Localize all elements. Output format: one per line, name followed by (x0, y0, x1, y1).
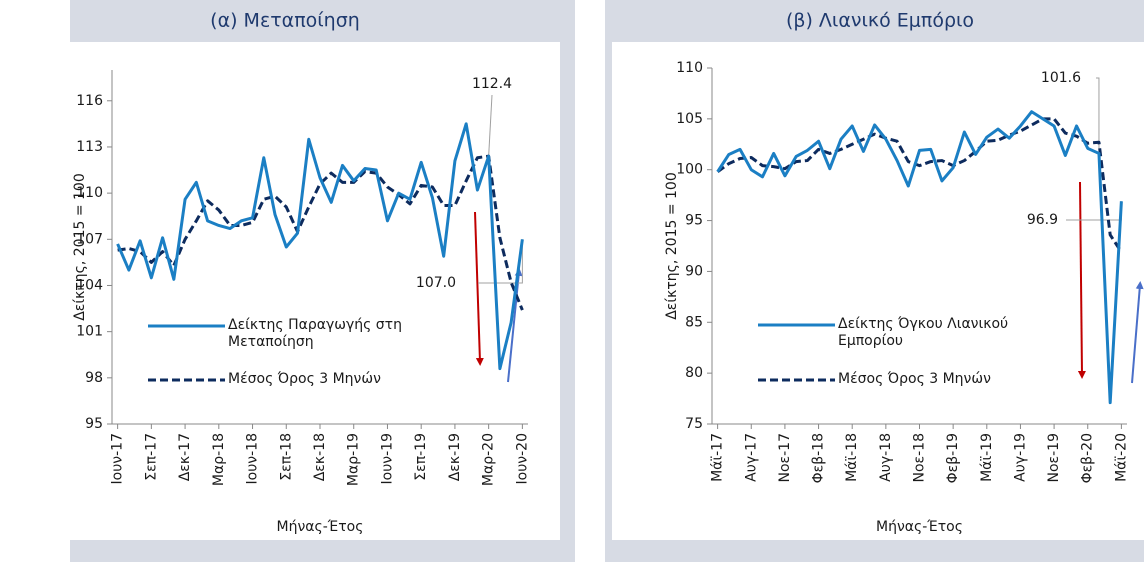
x-tick-label: Μάϊ-19 (979, 433, 995, 482)
y-axis-label: Δείκτης, 2015 = 100 (664, 172, 680, 320)
legend-entry: Μέσος Όρος 3 Μηνών (228, 371, 381, 387)
line-series (116, 122, 524, 371)
y-tick-label: 75 (685, 416, 703, 432)
annotation: 101.6 (1041, 70, 1081, 86)
x-tick-label: Μάϊ-20 (1113, 433, 1129, 482)
x-axis-label: Μήνας-Έτος (876, 519, 963, 535)
y-tick-label: 85 (685, 314, 703, 330)
y-tick-label: 110 (76, 185, 103, 201)
x-tick-label: Αυγ-17 (743, 433, 759, 482)
y-tick-label: 98 (85, 370, 103, 386)
x-tick-label: Ιουν-19 (379, 433, 395, 484)
legend-label: Μέσος Όρος 3 Μηνών (838, 371, 991, 387)
y-axis-label: Δείκτης, 2015 = 100 (72, 173, 88, 321)
y-tick-label: 100 (676, 162, 703, 178)
x-tick-label: Φεβ-19 (945, 433, 961, 483)
line-series (117, 154, 524, 311)
line-series (716, 117, 1123, 253)
x-tick-label: Μάϊ-17 (710, 433, 726, 482)
x-tick-label: Μαρ-18 (211, 433, 227, 486)
y-tick-label: 107 (76, 231, 103, 247)
legend-label: Δείκτης Όγκου Λιανικού Εμπορίου (838, 316, 1009, 349)
legend-label: Δείκτης Παραγωγής στη Μεταποίηση (228, 317, 402, 350)
y-tick-label: 104 (76, 277, 103, 293)
y-tick-label: 110 (676, 60, 703, 76)
legend-entry: Δείκτης Όγκου Λιανικού Εμπορίου (838, 316, 1009, 349)
chart-title: (β) Λιανικό Εμπόριο (786, 10, 974, 32)
y-tick-label: 101 (76, 324, 103, 340)
x-tick-label: Σεπ-17 (143, 433, 159, 481)
x-tick-label: Φεβ-20 (1080, 433, 1096, 483)
x-tick-label: Αυγ-18 (878, 433, 894, 482)
legend-entry: Μέσος Όρος 3 Μηνών (838, 371, 991, 387)
annotation-leader (488, 94, 493, 157)
y-tick-label: 95 (85, 416, 103, 432)
legend-entry: Δείκτης Παραγωγής στη Μεταποίηση (228, 317, 402, 350)
x-tick-label: Ιουν-20 (514, 433, 530, 484)
x-tick-label: Δεκ-18 (312, 433, 328, 481)
down-arrow (474, 211, 484, 366)
annotation: 107.0 (416, 275, 456, 291)
x-tick-label: Δεκ-19 (447, 433, 463, 481)
up-arrow (1131, 281, 1144, 384)
annotation-leader (478, 239, 523, 284)
y-tick-label: 95 (685, 213, 703, 229)
y-tick-label: 105 (676, 111, 703, 127)
x-tick-label: Σεπ-18 (278, 433, 294, 481)
y-tick-label: 90 (685, 263, 703, 279)
x-tick-label: Δεκ-17 (177, 433, 193, 481)
card (612, 42, 1144, 540)
x-tick-label: Αυγ-19 (1012, 433, 1028, 482)
x-tick-label: Νοε-19 (1046, 433, 1062, 482)
annotation: 112.4 (472, 76, 512, 92)
x-axis-label: Μήνας-Έτος (277, 519, 364, 535)
card (8, 42, 560, 540)
annotation: 96.9 (1027, 212, 1058, 228)
x-tick-label: Ιουν-17 (110, 433, 126, 484)
chart-title: (α) Μεταποίηση (210, 10, 360, 32)
up-arrow (507, 268, 523, 383)
annotation-leader (1096, 77, 1100, 154)
line-series (716, 110, 1123, 405)
x-tick-label: Μαρ-19 (346, 433, 362, 486)
y-tick-label: 113 (76, 139, 103, 155)
x-tick-label: Μαρ-20 (481, 433, 497, 486)
y-tick-label: 80 (685, 365, 703, 381)
x-tick-label: Μάϊ-18 (844, 433, 860, 482)
x-tick-label: Νοε-17 (777, 433, 793, 482)
down-arrow (1077, 181, 1086, 379)
x-tick-label: Φεβ-18 (811, 433, 827, 483)
y-tick-label: 116 (76, 93, 103, 109)
legend-label: Μέσος Όρος 3 Μηνών (228, 371, 381, 387)
x-tick-label: Νοε-18 (912, 433, 928, 482)
x-tick-label: Σεπ-19 (413, 433, 429, 481)
x-tick-label: Ιουν-18 (245, 433, 261, 484)
